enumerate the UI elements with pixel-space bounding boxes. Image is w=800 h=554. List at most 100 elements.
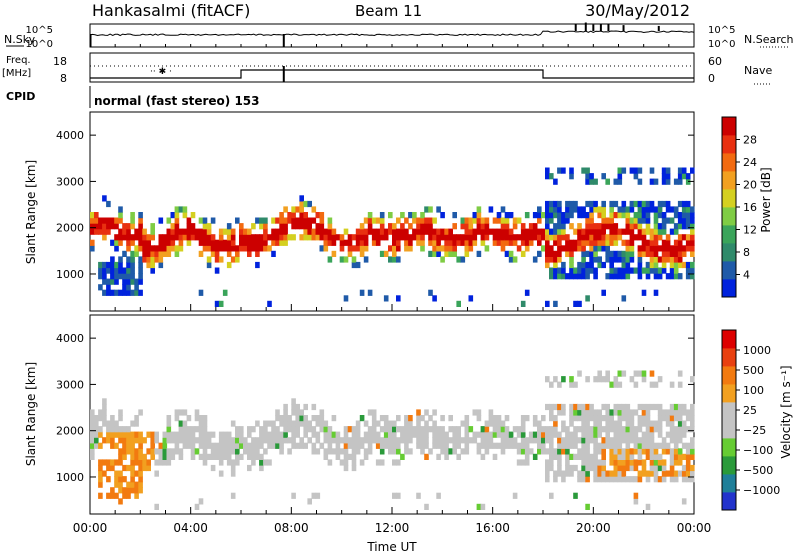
echo-cell (593, 228, 598, 235)
echo-cell (404, 431, 409, 438)
echo-cell (484, 437, 490, 444)
echo-cell (287, 415, 292, 422)
echo-cell (343, 426, 349, 433)
echo-cell (303, 442, 308, 449)
echo-cell (146, 448, 151, 455)
echo-cell (126, 239, 131, 246)
echo-cell (206, 442, 212, 449)
echo-cell (299, 442, 304, 449)
echo-cell (114, 289, 119, 296)
echo-cell (347, 437, 353, 444)
echo-cell (210, 217, 216, 224)
echo-cell (488, 409, 494, 416)
echo-cell (653, 256, 659, 263)
echo-cell (681, 403, 687, 411)
echo-cell (206, 437, 212, 444)
echo-cell (122, 448, 127, 455)
echo-cell (271, 442, 276, 449)
echo-cell (617, 267, 623, 274)
echo-cell (267, 300, 272, 307)
echo-cell (484, 245, 490, 252)
echo-cell (291, 437, 296, 444)
echo-cell (347, 442, 353, 449)
echo-cell (279, 437, 284, 444)
echo-cell (633, 381, 639, 388)
echo-cell (416, 437, 421, 444)
echo-cell (657, 420, 663, 427)
echo-cell (222, 228, 228, 235)
echo-cell (347, 250, 353, 257)
echo-cell (500, 234, 506, 241)
echo-cell (319, 420, 325, 427)
echo-cell (585, 403, 590, 411)
echo-cell (637, 448, 643, 455)
echo-cell (440, 415, 445, 422)
echo-cell (690, 273, 695, 280)
echo-cell (367, 409, 373, 416)
echo-cell (641, 289, 647, 296)
echo-cell (657, 431, 663, 438)
echo-cell (150, 223, 155, 230)
echo-cell (581, 437, 586, 444)
echo-cell (504, 426, 510, 433)
echo-cell (307, 498, 312, 505)
echo-cell (194, 503, 200, 510)
echo-cell (400, 223, 405, 230)
x-tick-label: 12:00 (375, 521, 410, 535)
colorbar-tick-label: 4 (743, 269, 750, 282)
echo-cell (625, 426, 631, 433)
echo-cell (178, 453, 184, 460)
echo-cell (553, 212, 558, 219)
echo-cell (492, 234, 498, 241)
echo-cell (589, 250, 594, 257)
echo-cell (673, 239, 679, 246)
echo-cell (383, 250, 389, 257)
echo-cell (690, 217, 695, 224)
echo-cell (283, 206, 288, 213)
echo-cell (637, 403, 643, 411)
echo-cell (573, 245, 578, 252)
echo-cell (669, 250, 675, 257)
echo-cell (573, 206, 578, 213)
echo-cell (259, 459, 264, 466)
echo-cell (537, 420, 542, 427)
echo-cell (641, 267, 647, 274)
echo-cell (102, 217, 107, 224)
echo-cell (625, 476, 631, 483)
echo-cell (420, 415, 425, 422)
echo-cell (448, 250, 453, 257)
echo-cell (541, 415, 546, 422)
echo-cell (480, 239, 486, 246)
echo-cell (524, 245, 530, 252)
freq-left-tick-top: 18 (53, 55, 67, 68)
echo-cell (202, 453, 208, 460)
echo-cell (524, 415, 530, 422)
echo-cell (669, 256, 675, 263)
echo-cell (420, 239, 425, 246)
echo-cell (557, 442, 562, 449)
echo-cell (561, 167, 566, 174)
echo-cell (194, 234, 200, 241)
echo-cell (605, 217, 610, 224)
echo-cell (367, 431, 373, 438)
echo-cell (432, 442, 437, 449)
echo-cell (275, 426, 280, 433)
echo-cell (138, 212, 143, 219)
echo-cell (657, 476, 663, 483)
echo-cell (609, 267, 614, 274)
echo-cell (299, 234, 304, 241)
echo-cell (504, 228, 510, 235)
echo-cell (174, 415, 180, 422)
echo-cell (581, 250, 586, 257)
echo-cell (158, 250, 164, 257)
echo-cell (690, 476, 695, 483)
echo-cell (416, 223, 421, 230)
echo-cell (287, 448, 292, 455)
echo-cell (134, 487, 139, 494)
echo-cell (508, 250, 514, 257)
echo-cell (464, 217, 470, 224)
echo-cell (226, 239, 232, 246)
echo-cell (553, 267, 558, 274)
